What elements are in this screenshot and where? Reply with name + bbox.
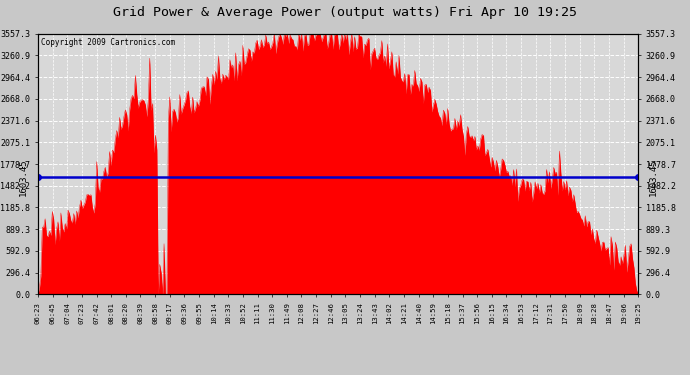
Text: 1603.45: 1603.45 [19,158,28,196]
Text: Copyright 2009 Cartronics.com: Copyright 2009 Cartronics.com [41,38,175,46]
Text: Grid Power & Average Power (output watts) Fri Apr 10 19:25: Grid Power & Average Power (output watts… [113,6,577,19]
Text: 1603.45: 1603.45 [649,158,658,196]
